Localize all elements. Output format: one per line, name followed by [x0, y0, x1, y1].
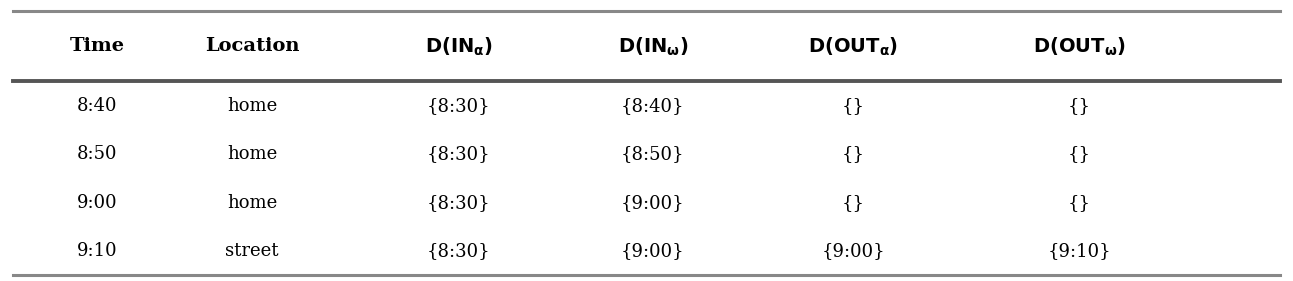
Text: home: home [228, 194, 277, 212]
Text: home: home [228, 145, 277, 163]
Text: {9:10}: {9:10} [1047, 242, 1112, 260]
Text: {}: {} [1068, 145, 1091, 163]
Text: {}: {} [842, 194, 865, 212]
Text: {9:00}: {9:00} [621, 194, 685, 212]
Text: Location: Location [204, 37, 300, 55]
Text: {8:50}: {8:50} [621, 145, 685, 163]
Text: Time: Time [70, 37, 124, 55]
Text: $\mathbf{D(IN_{\alpha})}$: $\mathbf{D(IN_{\alpha})}$ [425, 35, 493, 58]
Text: street: street [225, 242, 279, 260]
Text: $\mathbf{D(OUT_{\omega})}$: $\mathbf{D(OUT_{\omega})}$ [1033, 35, 1126, 58]
Text: 9:10: 9:10 [76, 242, 118, 260]
Text: {8:30}: {8:30} [427, 145, 491, 163]
Text: {8:30}: {8:30} [427, 97, 491, 115]
Text: {8:30}: {8:30} [427, 194, 491, 212]
Text: {}: {} [1068, 97, 1091, 115]
Text: {8:30}: {8:30} [427, 242, 491, 260]
Text: $\mathbf{D(OUT_{\alpha})}$: $\mathbf{D(OUT_{\alpha})}$ [808, 35, 899, 58]
Text: 9:00: 9:00 [76, 194, 118, 212]
Text: {9:00}: {9:00} [821, 242, 886, 260]
Text: home: home [228, 97, 277, 115]
Text: {}: {} [1068, 194, 1091, 212]
Text: 8:40: 8:40 [76, 97, 118, 115]
Text: {9:00}: {9:00} [621, 242, 685, 260]
Text: 8:50: 8:50 [76, 145, 118, 163]
Text: {}: {} [842, 145, 865, 163]
Text: {}: {} [842, 97, 865, 115]
Text: {8:40}: {8:40} [621, 97, 685, 115]
Text: $\mathbf{D(IN_{\omega})}$: $\mathbf{D(IN_{\omega})}$ [618, 35, 688, 58]
